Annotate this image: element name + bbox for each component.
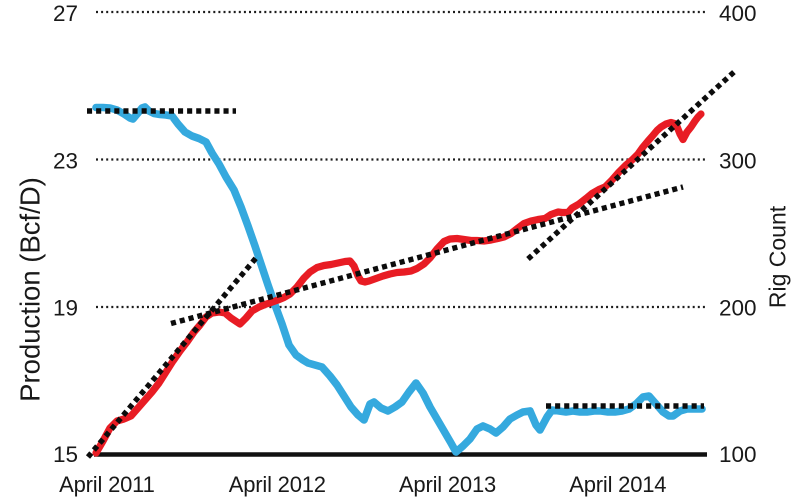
svg-text:April 2013: April 2013 — [399, 472, 496, 497]
svg-text:100: 100 — [719, 442, 757, 467]
svg-text:April 2011: April 2011 — [59, 472, 154, 497]
svg-text:400: 400 — [719, 1, 757, 26]
svg-text:200: 200 — [719, 296, 757, 321]
svg-text:April 2012: April 2012 — [229, 472, 326, 497]
svg-text:27: 27 — [53, 1, 78, 26]
svg-text:April 2014: April 2014 — [569, 472, 666, 497]
svg-text:Production (Bcf/D): Production (Bcf/D) — [15, 177, 46, 402]
svg-text:15: 15 — [53, 442, 78, 467]
svg-text:19: 19 — [53, 296, 78, 321]
svg-text:300: 300 — [719, 149, 757, 174]
svg-text:Rig Count: Rig Count — [765, 205, 791, 308]
svg-text:23: 23 — [53, 149, 78, 174]
